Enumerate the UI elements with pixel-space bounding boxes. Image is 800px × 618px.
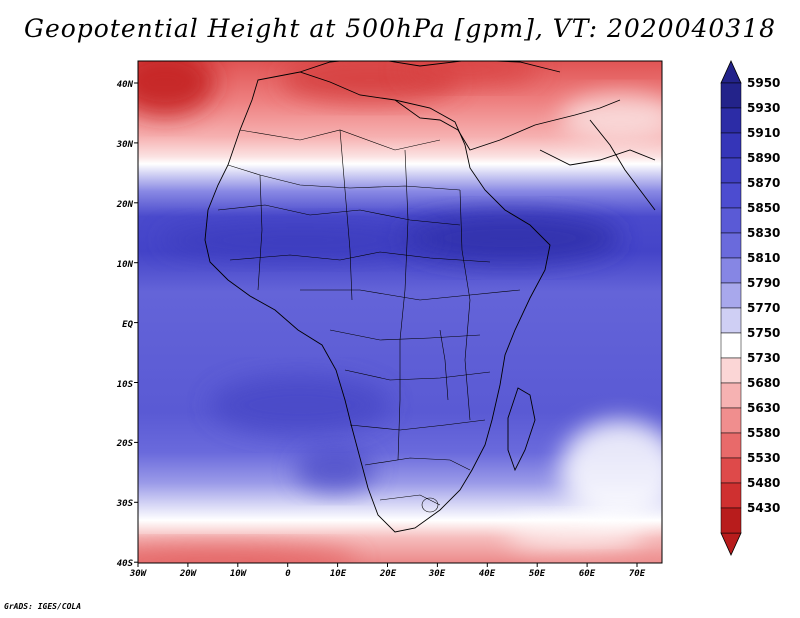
colorbar-cell	[720, 332, 742, 359]
colorbar-label: 5950	[747, 76, 780, 90]
colorbar-top-arrow	[720, 60, 742, 84]
lon-tick-label: 0	[285, 569, 291, 579]
colorbar-label: 5850	[747, 201, 780, 215]
lon-axis: 30W 20W 10W 0 10E 20E 30E 40E 50E 60E 70…	[129, 569, 646, 579]
lon-tick-label: 60E	[579, 569, 596, 579]
plot-frame	[137, 60, 663, 564]
colorbar-label: 5810	[747, 251, 780, 265]
colorbar-cell	[720, 107, 742, 134]
colorbar-label: 5890	[747, 151, 780, 165]
lat-tick-label: 40S	[117, 559, 134, 569]
lon-tick-label: 50E	[529, 569, 546, 579]
lat-tick-label: 30N	[116, 140, 134, 150]
lat-axis: 40N 30N 20N 10N EQ 10S 20S 30S 40S	[116, 80, 134, 569]
colorbar-cell	[720, 282, 742, 309]
colorbar-label: 5870	[747, 176, 780, 190]
lat-tick-label: EQ	[122, 320, 133, 330]
colorbar-label: 5580	[747, 426, 780, 440]
colorbar-label: 5750	[747, 326, 780, 340]
colorbar-cell	[720, 157, 742, 184]
colorbar-cell	[720, 182, 742, 209]
colorbar-label: 5910	[747, 126, 780, 140]
chart-title: Geopotential Height at 500hPa [gpm], VT:…	[23, 14, 777, 43]
lat-tick-label: 40N	[117, 80, 134, 90]
country-borders	[217, 129, 521, 513]
colorbar-cell	[720, 82, 742, 109]
colorbar-cell	[720, 357, 742, 384]
coastlines	[204, 61, 656, 533]
colorbar-label: 5680	[747, 376, 780, 390]
lat-tick-label: 10S	[117, 380, 134, 390]
colorbar-cell	[720, 432, 742, 459]
colorbar-cell	[720, 232, 742, 259]
colorbar: 5950 5930 5910 5890 5870 5850 5830 5810 5790 5770…	[720, 60, 780, 556]
colorbar-cell	[720, 457, 742, 484]
lon-tick-label: 30E	[428, 569, 446, 579]
colorbar-cell	[720, 132, 742, 159]
colorbar-label: 5930	[747, 101, 780, 115]
axis-ticks	[134, 82, 638, 567]
lat-tick-label: 20S	[116, 439, 134, 449]
height-field	[138, 61, 662, 563]
lat-tick-label: 20N	[116, 200, 134, 210]
colorbar-cell	[720, 407, 742, 434]
colorbar-cell	[720, 207, 742, 234]
lon-tick-label: 10W	[230, 569, 248, 579]
colorbar-label: 5530	[747, 451, 780, 465]
colorbar-label: 5790	[747, 276, 780, 290]
lon-tick-label: 30W	[129, 569, 148, 579]
lat-tick-label: 10N	[117, 260, 134, 270]
colorbar-label: 5830	[747, 226, 780, 240]
lat-tick-label: 30S	[116, 499, 134, 509]
footer-credit: GrADS: IGES/COLA	[4, 602, 82, 611]
lon-tick-label: 10E	[330, 569, 347, 579]
colorbar-bottom-arrow	[720, 532, 742, 556]
lon-tick-label: 20W	[179, 569, 198, 579]
colorbar-label: 5430	[747, 501, 780, 515]
colorbar-label: 5730	[747, 351, 780, 365]
colorbar-cell	[720, 307, 742, 334]
colorbar-cell	[720, 257, 742, 284]
lon-tick-label: 20E	[379, 569, 397, 579]
colorbar-cell	[720, 482, 742, 509]
lon-tick-label: 70E	[629, 569, 646, 579]
colorbar-label: 5480	[747, 476, 780, 490]
colorbar-label: 5630	[747, 401, 780, 415]
lon-tick-label: 40E	[479, 569, 496, 579]
colorbar-cell	[720, 382, 742, 409]
colorbar-label: 5770	[747, 301, 780, 315]
colorbar-cell	[720, 507, 742, 534]
